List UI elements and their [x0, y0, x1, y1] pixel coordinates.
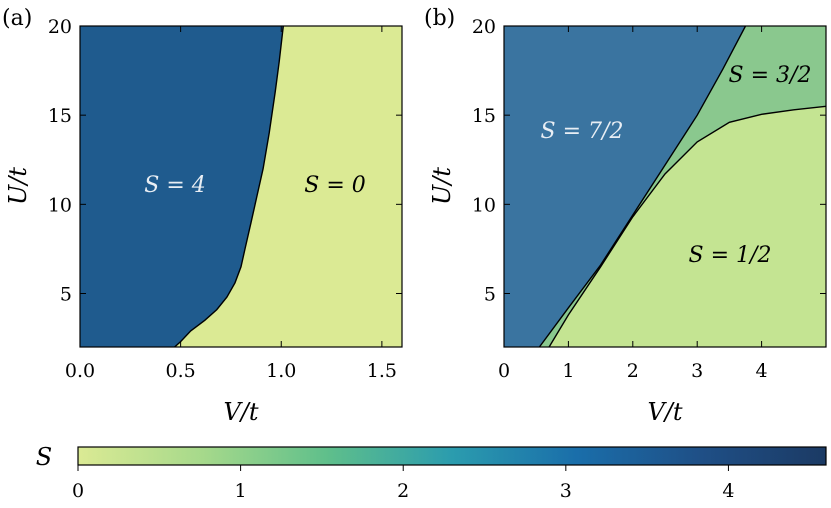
- colorbar-tick-label: 1: [235, 480, 247, 502]
- colorbar-tick-label: 2: [397, 480, 409, 502]
- panel-a-ytick-label: 5: [60, 284, 72, 306]
- panel-a-xtick-label: 1.5: [367, 360, 397, 382]
- panel-a-boundary: [174, 26, 284, 347]
- panel-a-region-label-s0: S = 0: [304, 173, 366, 198]
- panel-a-xtick-label: 1.0: [266, 360, 296, 382]
- panel-a-region-s4: [80, 26, 284, 347]
- panel-b-ylabel: U/t: [428, 167, 456, 205]
- panel-b-label: (b): [424, 6, 455, 31]
- panel-b-boundary-lower: [548, 105, 826, 347]
- panel-a-label: (a): [2, 6, 32, 31]
- colorbar-tick-label: 0: [72, 480, 84, 502]
- panel-b-region-seven-half: [504, 26, 746, 347]
- panel-b-xtick-label: 2: [627, 360, 639, 382]
- panel-b-ytick-label: 10: [472, 194, 496, 216]
- colorbar-label: S: [36, 443, 52, 471]
- panel-a-xlabel: V/t: [223, 398, 258, 426]
- panel-b-ytick-label: 20: [472, 16, 496, 38]
- panel-b-region-label-seven-half: S = 7/2: [541, 119, 624, 144]
- colorbar-gradient: [77, 446, 827, 466]
- panel-b: (b) S = 7/2 S = 3/2 S = 1/2 0 1 2 3 4 5 10 15 20…: [424, 6, 827, 426]
- panel-b-xtick-label: 4: [756, 360, 768, 382]
- panel-b-ytick-label: 5: [484, 284, 496, 306]
- panel-b-frame: [503, 25, 827, 348]
- panel-a-ytick-label: 10: [48, 194, 72, 216]
- panel-b-xtick-label: 1: [562, 360, 574, 382]
- panel-a-ytick-label: 20: [48, 16, 72, 38]
- panel-a-xtick-label: 0.5: [166, 360, 196, 382]
- panel-b-ticks: 0 1 2 3 4 5 10 15 20: [472, 16, 826, 382]
- colorbar-tick-label: 3: [560, 480, 572, 502]
- colorbar: S 0 1 2 3 4: [36, 443, 827, 502]
- panel-a-xtick-label: 0.0: [65, 360, 95, 382]
- panel-a-ytick-label: 15: [48, 105, 72, 127]
- panel-a-ticks: 0.0 0.5 1.0 1.5 5 10 15 20: [48, 16, 402, 382]
- panel-a-region-label-s4: S = 4: [144, 173, 206, 198]
- panel-b-xtick-label: 3: [691, 360, 703, 382]
- panel-b-region-label-half: S = 1/2: [689, 243, 772, 268]
- panel-a-frame: [79, 25, 403, 348]
- panel-b-region-label-three-half: S = 3/2: [729, 63, 812, 88]
- colorbar-tick-label: 4: [722, 480, 734, 502]
- panel-a-ylabel: U/t: [4, 167, 32, 205]
- panel-b-xlabel: V/t: [647, 398, 682, 426]
- panel-b-boundary-upper: [538, 26, 747, 347]
- panel-b-xtick-label: 0: [498, 360, 510, 382]
- panel-b-ytick-label: 15: [472, 105, 496, 127]
- colorbar-ticks: 0 1 2 3 4: [72, 465, 734, 502]
